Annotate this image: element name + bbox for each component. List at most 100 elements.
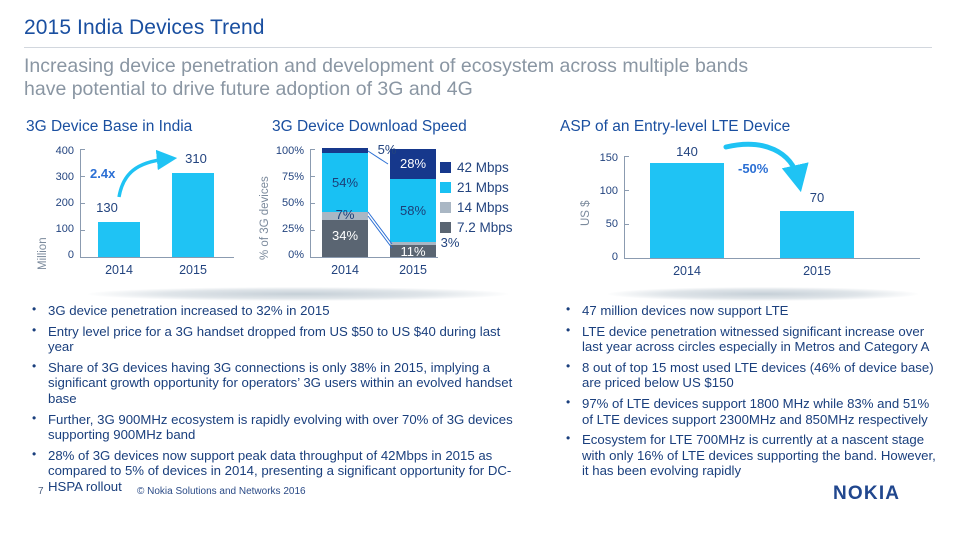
chart2-tick-100 xyxy=(310,149,315,150)
chart2-label-2014-7.2: 34% xyxy=(331,228,359,243)
chart-title-device-base: 3G Device Base in India xyxy=(26,118,193,135)
subtitle-line-2: have potential to drive future adoption … xyxy=(24,78,473,100)
chart2-bar-2014-seg-7.2 xyxy=(322,220,368,257)
chart3-ytick-100: 100 xyxy=(599,185,618,197)
list-item: Ecosystem for LTE 700MHz is currently at… xyxy=(560,431,940,479)
legend-item-21: 21 Mbps xyxy=(440,178,513,196)
list-item: 47 million devices now support LTE xyxy=(560,302,940,319)
chart2-bar-2015-seg-7.2 xyxy=(390,245,436,257)
chart2-legend: 42 Mbps 21 Mbps 14 Mbps 7.2 Mbps xyxy=(440,158,513,238)
chart1-ytick-100: 100 xyxy=(55,223,74,235)
chart2-label-2015-42: 28% xyxy=(399,156,427,171)
chart-title-download-speed: 3G Device Download Speed xyxy=(272,118,467,135)
list-item: 97% of LTE devices support 1800 MHz whil… xyxy=(560,395,940,427)
chart1-tick-200 xyxy=(80,203,85,204)
chart1-tick-400 xyxy=(80,149,85,150)
chart2-bar-2015-seg-21 xyxy=(390,179,436,242)
chart3-value-2014: 140 xyxy=(676,144,698,159)
list-item: 3G device penetration increased to 32% i… xyxy=(26,302,526,319)
subtitle-line-1: Increasing device penetration and develo… xyxy=(24,55,749,77)
chart1-value-2015: 310 xyxy=(185,151,207,166)
chart2-xtick-2014: 2014 xyxy=(331,263,359,277)
chart2-label-2014-21: 54% xyxy=(331,175,359,190)
chart1-ytick-400: 400 xyxy=(55,145,74,157)
list-item: Share of 3G devices having 3G connection… xyxy=(26,359,526,407)
legend-label-7.2: 7.2 Mbps xyxy=(457,219,513,235)
chart3-tick-50 xyxy=(624,224,629,225)
legend-label-42: 42 Mbps xyxy=(457,159,509,175)
chart2-label-2015-7.2: 11% xyxy=(400,244,426,259)
list-item: Entry level price for a 3G handset dropp… xyxy=(26,323,526,355)
page-title: 2015 India Devices Trend xyxy=(24,16,265,39)
list-item: 8 out of top 15 most used LTE devices (4… xyxy=(560,359,940,391)
chart1-tick-300 xyxy=(80,176,85,177)
chart3-ytick-50: 50 xyxy=(605,218,618,230)
chart3-xtick-2015: 2015 xyxy=(803,264,831,278)
chart3-tick-150 xyxy=(624,156,629,157)
chart3-ytick-150: 150 xyxy=(599,152,618,164)
chart-title-lte-asp: ASP of an Entry-level LTE Device xyxy=(560,118,791,135)
chart2-ytick-75: 75% xyxy=(281,171,304,183)
chart-download-speed: % of 3G devices 100% 75% 50% 25% 0% 34% … xyxy=(250,140,550,280)
chart3-y-axis xyxy=(624,156,625,259)
chart3-xtick-2014: 2014 xyxy=(673,264,701,278)
chart2-bar-2014-seg-21 xyxy=(322,153,368,212)
title-divider xyxy=(24,47,932,48)
legend-item-42: 42 Mbps xyxy=(440,158,513,176)
chart2-ytick-0: 0% xyxy=(288,249,304,261)
legend-swatch-7.2-icon xyxy=(440,221,451,233)
chart1-xtick-2015: 2015 xyxy=(179,263,207,277)
chart2-label-2015-21: 58% xyxy=(399,203,427,218)
list-item: Further, 3G 900MHz ecosystem is rapidly … xyxy=(26,411,526,443)
copyright-notice: © Nokia Solutions and Networks 2016 xyxy=(137,486,306,497)
legend-swatch-21-icon xyxy=(440,181,451,193)
chart1-xtick-2014: 2014 xyxy=(105,263,133,277)
chart2-tick-25 xyxy=(310,230,315,231)
legend-swatch-14-icon xyxy=(440,201,451,213)
chart3-value-2015: 70 xyxy=(809,190,825,205)
chart1-ytick-300: 300 xyxy=(55,171,74,183)
chart2-label-2014-42: 5% xyxy=(377,142,397,157)
chart3-tick-100 xyxy=(624,190,629,191)
chart3-bar-2015 xyxy=(780,211,854,258)
chart2-tick-50 xyxy=(310,203,315,204)
legend-label-14: 14 Mbps xyxy=(457,199,509,215)
chart2-label-2014-14: 7% xyxy=(335,207,355,222)
chart3-ytick-0: 0 xyxy=(611,251,618,263)
chart-lte-asp: US $ 150 100 50 0 140 70 -50% 2014 2015 xyxy=(560,140,930,285)
chart3-decline-annotation: -50% xyxy=(738,161,769,176)
list-item: 28% of 3G devices now support peak data … xyxy=(26,447,526,495)
chart2-x-axis xyxy=(310,257,438,258)
chart2-tick-75 xyxy=(310,176,315,177)
chart1-ytick-200: 200 xyxy=(55,197,74,209)
shadow-separator-left xyxy=(88,287,508,301)
page-subtitle: Increasing device penetration and develo… xyxy=(24,55,914,101)
bullet-list-right: 47 million devices now support LTE LTE d… xyxy=(560,302,940,484)
chart1-x-axis xyxy=(80,257,234,258)
bullet-list-left: 3G device penetration increased to 32% i… xyxy=(26,302,526,500)
chart2-bar-2014-seg-14 xyxy=(322,212,368,220)
chart-device-base: Million 400 300 200 100 0 130 310 2.4x 2… xyxy=(26,140,236,280)
chart2-xtick-2015: 2015 xyxy=(399,263,427,277)
page-number: 7 xyxy=(38,486,44,497)
list-item: LTE device penetration witnessed signifi… xyxy=(560,323,940,355)
legend-item-7.2: 7.2 Mbps xyxy=(440,218,513,236)
chart1-value-2014: 130 xyxy=(96,200,118,215)
legend-label-21: 21 Mbps xyxy=(457,179,509,195)
chart1-bar-2015 xyxy=(172,173,214,257)
legend-item-14: 14 Mbps xyxy=(440,198,513,216)
chart2-ytick-50: 50% xyxy=(281,197,304,209)
chart3-x-axis xyxy=(624,258,920,259)
chart2-bar-2015-seg-14 xyxy=(390,242,436,245)
chart1-bar-2014 xyxy=(98,222,140,257)
chart2-label-2015-14: 3% xyxy=(440,235,460,250)
chart1-ytick-0: 0 xyxy=(67,249,74,261)
chart1-growth-annotation: 2.4x xyxy=(90,166,116,181)
chart2-bar-2015-seg-42 xyxy=(390,149,436,179)
chart2-ytick-25: 25% xyxy=(281,223,304,235)
chart2-bar-2014-seg-42 xyxy=(322,148,368,153)
chart2-y-axis-title: % of 3G devices xyxy=(259,176,271,260)
chart1-tick-100 xyxy=(80,230,85,231)
nokia-logo: NOKIA xyxy=(833,483,901,504)
shadow-separator-right xyxy=(608,287,918,301)
